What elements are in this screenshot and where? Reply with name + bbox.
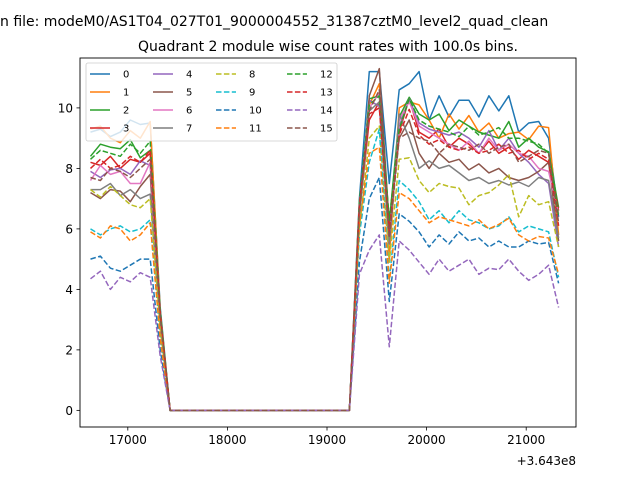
legend-label-15: 15 [320, 124, 333, 135]
x-axis: 17000 18000 19000 20000 21000 [109, 427, 545, 447]
y-tick-label: 8 [65, 162, 73, 176]
series-line-3 [90, 98, 560, 412]
axes-frame [79, 57, 577, 428]
series-line-4 [90, 98, 560, 412]
legend-label-14: 14 [320, 106, 333, 117]
series-line-11 [90, 146, 560, 412]
y-tick-label: 4 [65, 283, 73, 297]
legend-box [85, 62, 338, 142]
legend-label-12: 12 [320, 70, 333, 81]
legend-label-10: 10 [249, 106, 262, 117]
legend-label-0: 0 [123, 70, 129, 81]
x-axis-offset-text: +3.643e8 [517, 454, 576, 468]
legend-label-8: 8 [249, 70, 255, 81]
chart-title: Quadrant 2 module wise count rates with … [138, 39, 518, 55]
series-line-7 [90, 101, 560, 412]
y-tick-label: 0 [65, 404, 73, 418]
figure-suptitle: n file: modeM0/AS1T04_027T01_9000004552_… [0, 14, 548, 30]
legend-label-6: 6 [186, 106, 192, 117]
y-tick-label: 10 [58, 101, 73, 115]
series-line-10 [90, 176, 560, 412]
legend-label-1: 1 [123, 88, 129, 99]
y-tick-label: 6 [65, 222, 73, 236]
legend-label-4: 4 [186, 70, 192, 81]
x-tick-label: 19000 [308, 433, 346, 447]
x-tick-label: 21000 [507, 433, 545, 447]
y-axis: 0 2 4 6 8 10 [58, 101, 80, 418]
x-tick-label: 18000 [208, 433, 246, 447]
series-line-9 [90, 128, 560, 412]
legend-label-5: 5 [186, 88, 192, 99]
legend-label-13: 13 [320, 88, 333, 99]
series-line-15 [90, 89, 560, 412]
legend-label-9: 9 [249, 88, 255, 99]
legend-label-3: 3 [123, 124, 129, 135]
plot-lines [89, 67, 560, 412]
y-tick-label: 2 [65, 343, 73, 357]
x-tick-label: 17000 [109, 433, 147, 447]
legend-label-11: 11 [249, 124, 262, 135]
x-tick-label: 20000 [408, 433, 446, 447]
legend-label-2: 2 [123, 106, 129, 117]
legend-label-7: 7 [186, 124, 192, 135]
